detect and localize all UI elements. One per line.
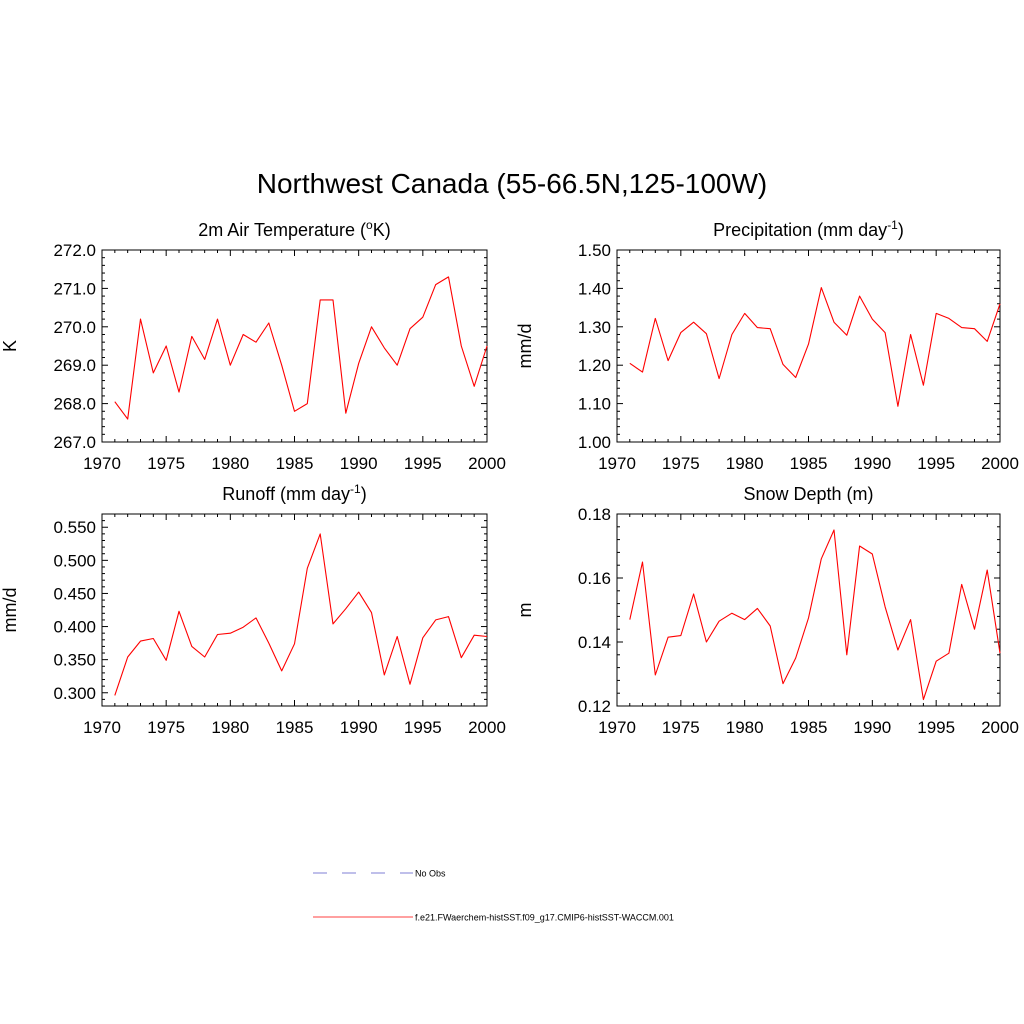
series-line [629, 529, 1001, 701]
y-tick-label: 271.0 [53, 279, 96, 298]
x-tick-label: 1995 [917, 454, 955, 473]
x-tick-label: 2000 [468, 454, 506, 473]
y-tick-label: 1.30 [578, 318, 611, 337]
series-line [114, 533, 488, 696]
y-tick-label: 267.0 [53, 433, 96, 452]
x-tick-label: 1985 [276, 454, 314, 473]
x-tick-label: 1975 [147, 718, 185, 737]
panel-title: Runoff (mm day-1) [222, 482, 366, 504]
x-tick-label: 1985 [790, 718, 828, 737]
y-tick-label: 0.400 [53, 618, 96, 637]
panel-title: Precipitation (mm day-1) [713, 218, 904, 240]
y-tick-label: 0.500 [53, 551, 96, 570]
x-tick-label: 1970 [83, 718, 121, 737]
x-tick-label: 1995 [917, 718, 955, 737]
x-tick-label: 1980 [726, 718, 764, 737]
y-tick-label: 272.0 [53, 241, 96, 260]
chart-panel-1: 1970 1975 1980 1985 1990 1995 2000 1.00 1.10 1.20… [515, 218, 1019, 473]
series-line [114, 276, 488, 420]
x-tick-label: 1985 [790, 454, 828, 473]
y-tick-label: 269.0 [53, 356, 96, 375]
legend-label-no-obs: No Obs [415, 869, 446, 879]
chart-panel-0: 1970 1975 1980 1985 1990 1995 2000 267.0 268.0 26… [0, 218, 506, 473]
x-tick-label: 1990 [340, 454, 378, 473]
y-tick-label: 1.00 [578, 433, 611, 452]
y-tick-label: 0.550 [53, 518, 96, 537]
x-tick-label: 1990 [340, 718, 378, 737]
plot-frame [101, 249, 488, 443]
y-tick-label: 0.14 [578, 633, 611, 652]
y-tick-label: 0.16 [578, 569, 611, 588]
y-tick-label: 268.0 [53, 395, 96, 414]
y-axis-label: m [515, 603, 535, 618]
panel-title: Snow Depth (m) [743, 484, 873, 504]
x-tick-label: 1975 [662, 454, 700, 473]
y-tick-label: 0.300 [53, 684, 96, 703]
plot-frame [616, 513, 1001, 707]
legend: No Obs f.e21.FWaerchem-histSST.f09_g17.C… [313, 869, 674, 923]
x-tick-label: 1990 [853, 718, 891, 737]
x-tick-label: 1995 [404, 718, 442, 737]
y-tick-label: 1.10 [578, 395, 611, 414]
plot-frame [101, 513, 488, 707]
y-tick-label: 1.50 [578, 241, 611, 260]
panels-group: 1970 1975 1980 1985 1990 1995 2000 267.0 268.0 26… [0, 218, 1019, 737]
x-tick-label: 1980 [726, 454, 764, 473]
y-axis-label: mm/d [515, 324, 535, 369]
y-axis-label: mm/d [0, 588, 20, 633]
chart-panel-2: 1970 1975 1980 1985 1990 1995 2000 0.300 0.350 0.… [0, 482, 506, 737]
y-tick-label: 0.18 [578, 505, 611, 524]
x-tick-label: 1990 [853, 454, 891, 473]
y-tick-label: 0.450 [53, 584, 96, 603]
y-tick-label: 1.20 [578, 356, 611, 375]
legend-label-model: f.e21.FWaerchem-histSST.f09_g17.CMIP6-hi… [415, 913, 674, 923]
y-tick-label: 0.350 [53, 651, 96, 670]
x-tick-label: 1980 [211, 454, 249, 473]
x-tick-label: 2000 [981, 718, 1019, 737]
chart-panel-3: 1970 1975 1980 1985 1990 1995 2000 0.12 0.14 0.16… [515, 484, 1019, 737]
figure-title: Northwest Canada (55-66.5N,125-100W) [256, 168, 768, 199]
x-tick-label: 1980 [211, 718, 249, 737]
series-line [629, 287, 1001, 407]
x-tick-label: 1970 [83, 454, 121, 473]
y-tick-label: 270.0 [53, 318, 96, 337]
x-tick-label: 1995 [404, 454, 442, 473]
x-tick-label: 1985 [276, 718, 314, 737]
x-tick-label: 1975 [662, 718, 700, 737]
x-tick-label: 1970 [598, 718, 636, 737]
x-tick-label: 2000 [981, 454, 1019, 473]
y-tick-label: 0.12 [578, 697, 611, 716]
y-tick-label: 1.40 [578, 279, 611, 298]
y-axis-label: K [0, 340, 20, 352]
x-tick-label: 2000 [468, 718, 506, 737]
x-tick-label: 1970 [598, 454, 636, 473]
x-tick-label: 1975 [147, 454, 185, 473]
panel-title: 2m Air Temperature (oK) [198, 218, 390, 240]
